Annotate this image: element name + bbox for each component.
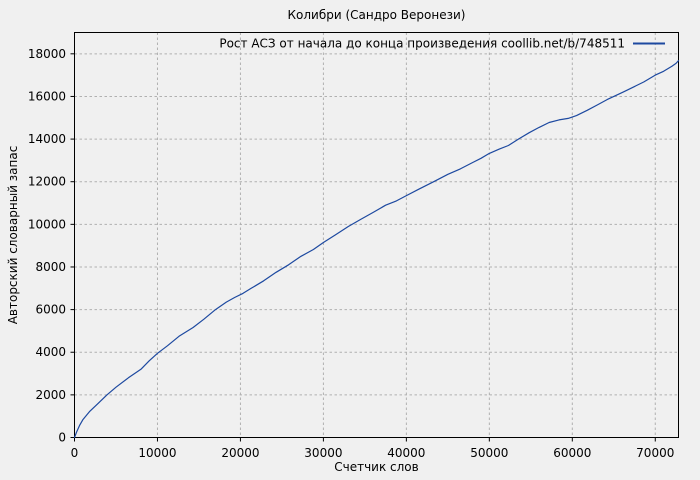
chart-title: Колибри (Сандро Веронези) <box>288 8 466 22</box>
x-tick-label: 40000 <box>387 446 425 460</box>
y-tick-label: 0 <box>58 431 66 445</box>
y-tick-label: 16000 <box>28 89 66 103</box>
y-tick-label: 10000 <box>28 217 66 231</box>
data-series-line <box>73 59 680 439</box>
y-tick-label: 8000 <box>35 260 66 274</box>
y-tick-label: 2000 <box>35 388 66 402</box>
legend-label: Рост АСЗ от начала до конца произведения… <box>219 37 625 51</box>
legend: Рост АСЗ от начала до конца произведения… <box>219 37 665 51</box>
x-tick-label: 0 <box>71 446 79 460</box>
y-tick-label: 4000 <box>35 345 66 359</box>
y-tick-label: 14000 <box>28 132 66 146</box>
y-tick-label: 12000 <box>28 175 66 189</box>
x-tick-label: 20000 <box>221 446 259 460</box>
x-tick-label: 70000 <box>636 446 674 460</box>
plot-border <box>74 32 679 438</box>
x-tick-label: 30000 <box>304 446 342 460</box>
x-tick-label: 50000 <box>470 446 508 460</box>
axis-tick-labels: 0 10000 20000 30000 40000 50000 60000 70000 0 200… <box>28 47 675 460</box>
y-axis-label: Авторский словарный запас <box>6 146 20 325</box>
y-tick-label: 18000 <box>28 47 66 61</box>
x-tick-label: 10000 <box>138 446 176 460</box>
x-axis-label: Счетчик слов <box>334 460 418 474</box>
axis-ticks <box>70 53 656 442</box>
y-tick-label: 6000 <box>35 303 66 317</box>
x-tick-label: 60000 <box>553 446 591 460</box>
gridlines <box>74 32 679 438</box>
